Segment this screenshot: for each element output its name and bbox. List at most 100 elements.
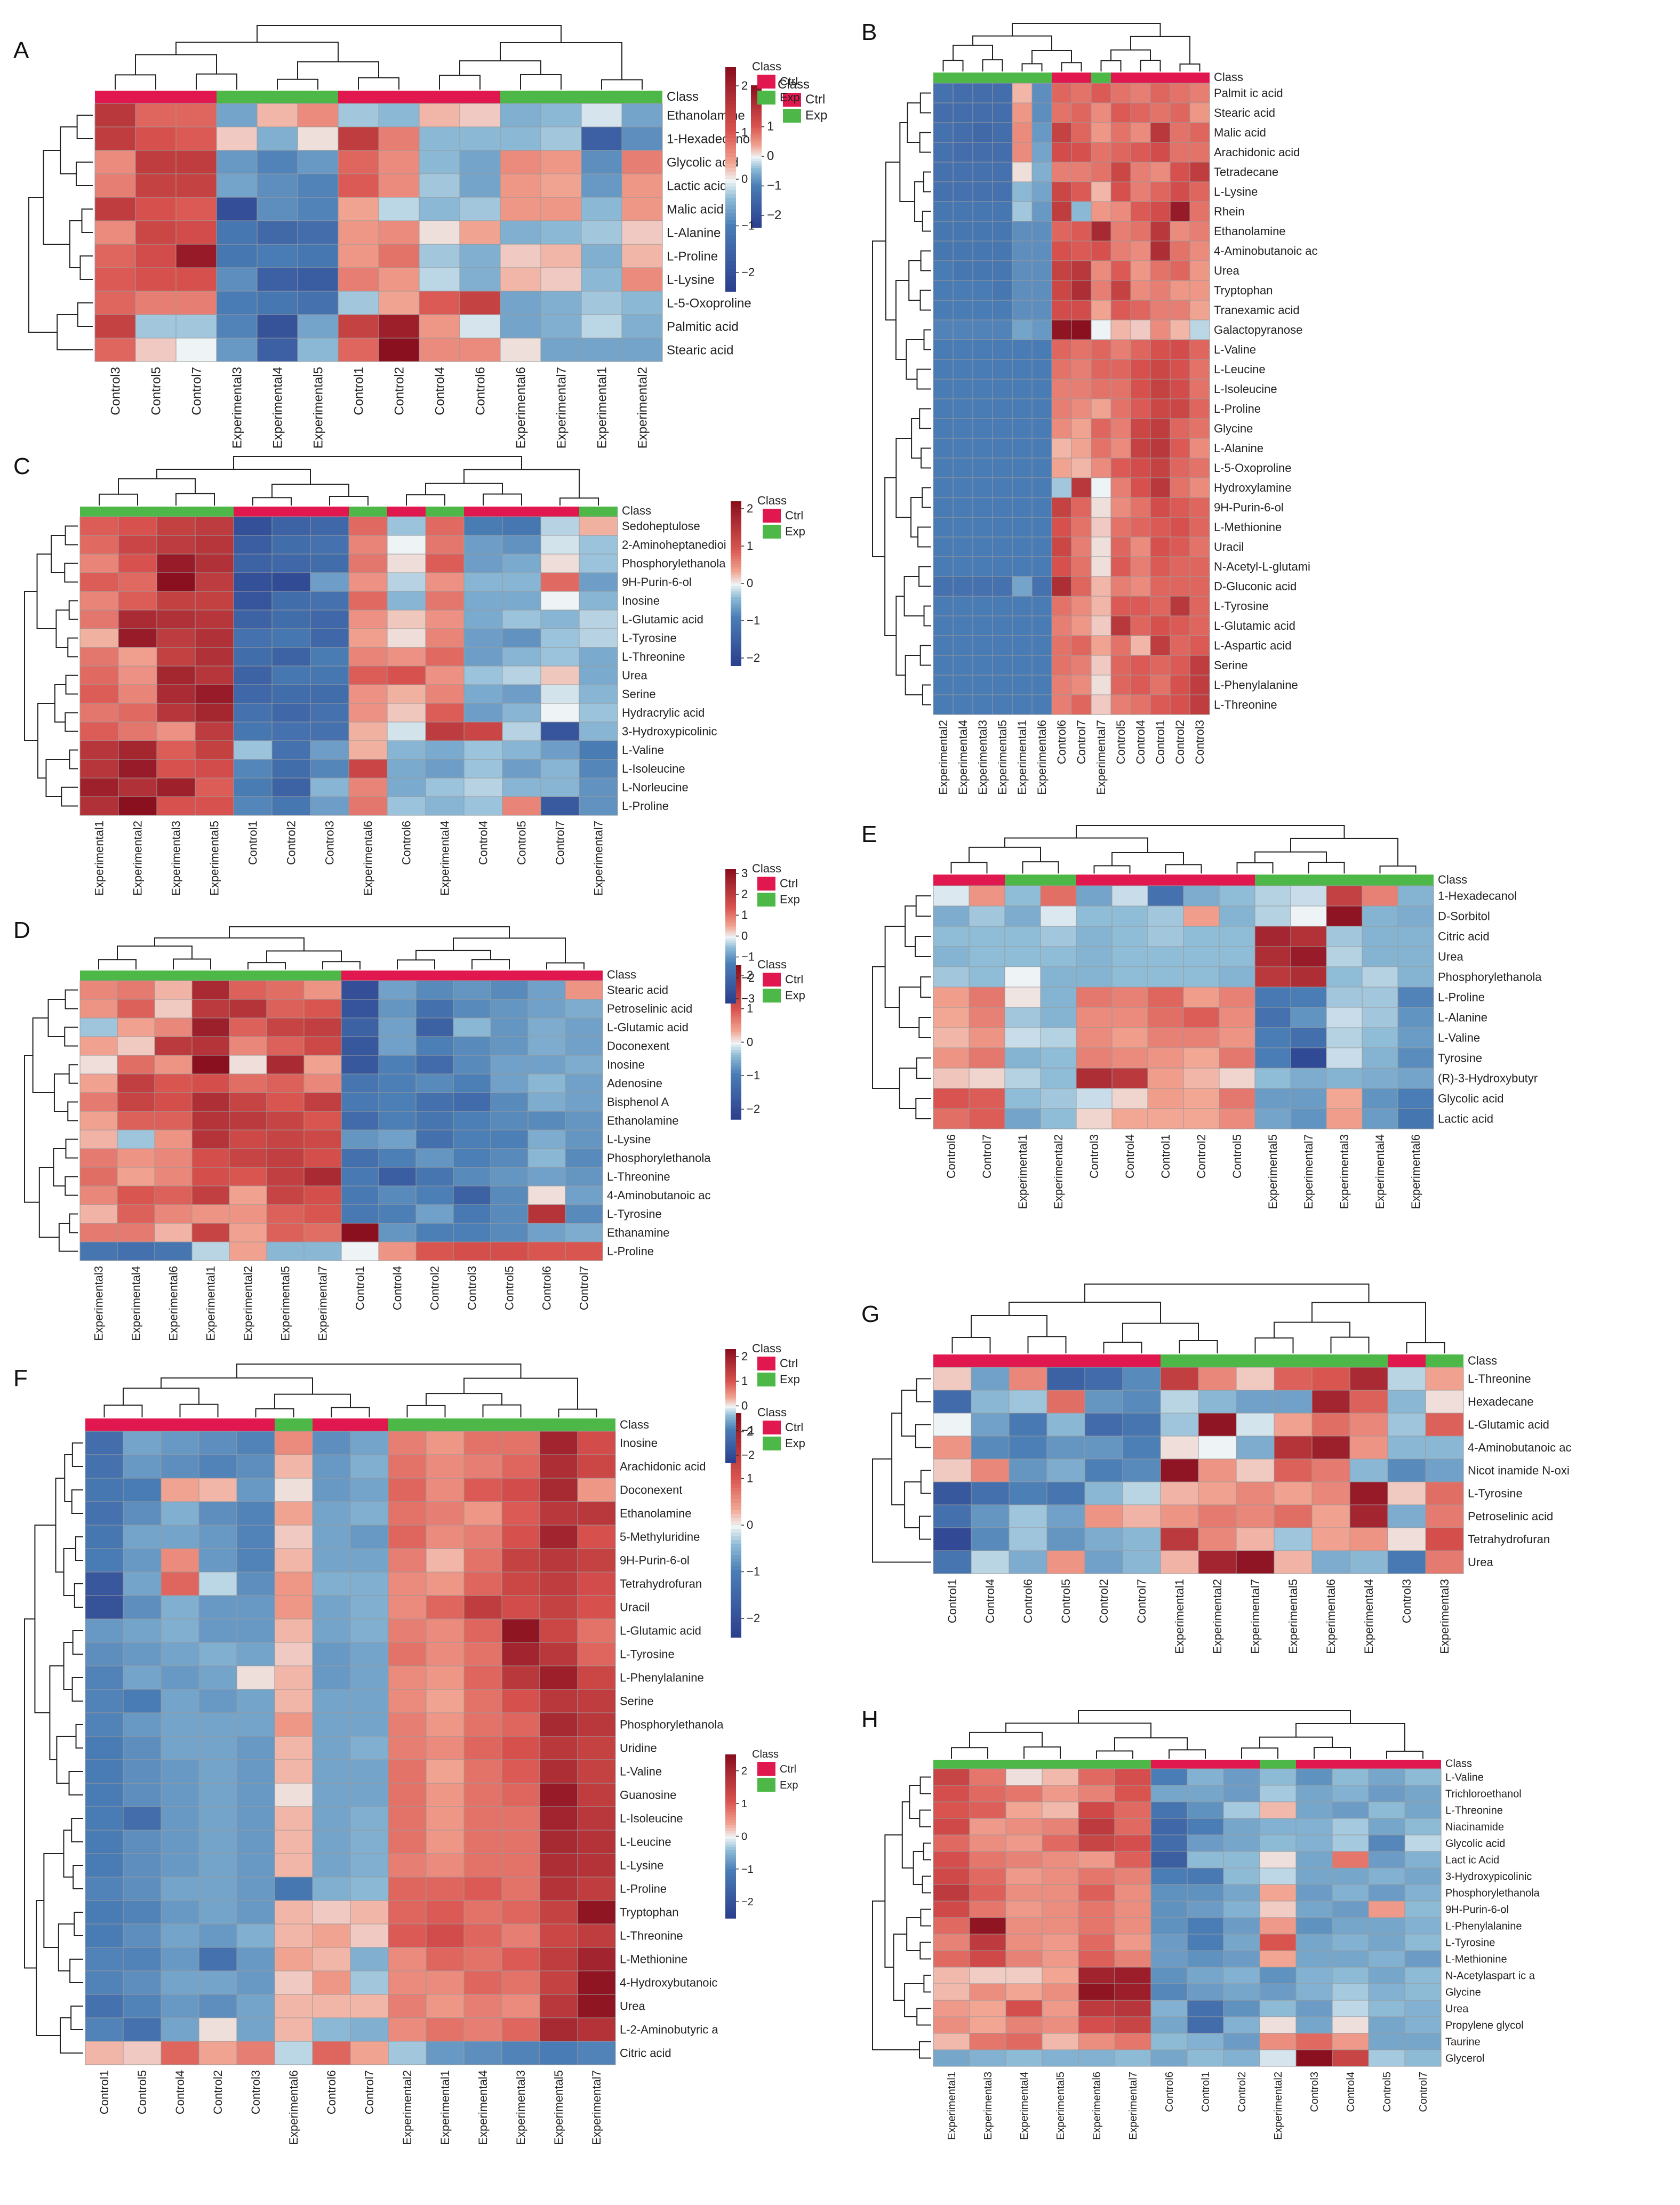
heatmap-cell <box>1332 1801 1369 1819</box>
class-bar-cell <box>229 971 267 981</box>
dendrogram-branch <box>1122 1322 1199 1343</box>
heatmap-cell <box>1046 1527 1085 1551</box>
heatmap-cell <box>229 1092 267 1112</box>
column-label: Experimental2 <box>401 2070 414 2145</box>
heatmap-cell <box>123 1783 162 1807</box>
dendrogram-branch <box>969 846 1041 863</box>
heatmap-cell <box>85 1571 124 1596</box>
dendrogram-branch <box>1021 63 1043 71</box>
color-scale-segment <box>725 936 736 939</box>
dendrogram-branch <box>601 79 643 90</box>
heatmap-cell <box>1012 556 1033 577</box>
color-scale-segment <box>725 1434 736 1437</box>
column-label: Control7 <box>189 367 204 415</box>
row-label: Phosphorylethanola <box>607 1151 711 1165</box>
heatmap-cell <box>274 1478 313 1502</box>
heatmap-cell <box>1170 201 1190 222</box>
heatmap-cell <box>527 999 566 1019</box>
color-scale-segment <box>751 178 762 181</box>
heatmap-cell <box>501 1830 540 1854</box>
heatmap-cell <box>1040 966 1077 988</box>
color-scale-segment <box>731 646 741 650</box>
heatmap-cell <box>992 497 1013 518</box>
heatmap-cell <box>500 314 541 339</box>
heatmap-cell <box>378 220 420 245</box>
color-scale-segment <box>731 1016 741 1020</box>
heatmap-cell <box>500 267 541 292</box>
color-scale-segment <box>731 567 741 571</box>
heatmap-cell <box>539 1431 578 1455</box>
heatmap-cell <box>933 142 954 163</box>
color-scale-segment <box>725 893 736 897</box>
color-scale-segment <box>725 960 736 964</box>
heatmap-cell <box>350 1970 389 1995</box>
heatmap-cell <box>175 291 217 315</box>
row-label: Glycolic acid <box>1445 1838 1505 1850</box>
color-scale-segment <box>725 873 736 877</box>
heatmap-cell <box>378 1204 417 1224</box>
column-label: Control7 <box>578 1266 591 1310</box>
heatmap-cell <box>271 759 311 779</box>
column-label: Control3 <box>1400 1579 1413 1623</box>
heatmap-cell <box>1110 675 1131 695</box>
heatmap-cell <box>1150 2016 1188 2034</box>
heatmap-cell <box>1160 1390 1199 1414</box>
heatmap-cell <box>1189 359 1210 380</box>
color-scale-segment <box>731 556 741 559</box>
column-label: Experimental3 <box>982 2072 994 2140</box>
heatmap-cell <box>274 1970 313 1995</box>
heatmap-cell <box>350 1900 389 1925</box>
column-label: Experimental4 <box>130 1266 143 1341</box>
heatmap-cell <box>500 126 541 151</box>
column-label: Experimental5 <box>1266 1134 1279 1209</box>
color-scale-segment <box>731 1101 741 1104</box>
heatmap-cell <box>1012 379 1033 399</box>
heatmap-cell <box>118 759 157 779</box>
heatmap-cell <box>1111 885 1148 907</box>
heatmap-cell <box>338 244 379 268</box>
heatmap-cell <box>1110 418 1131 439</box>
column-label: Control2 <box>1236 2072 1248 2112</box>
dendrogram-branch <box>1114 1737 1188 1751</box>
heatmap-cell <box>1147 966 1184 988</box>
ctrl-swatch <box>757 75 775 89</box>
row-label: Tetradecane <box>1214 165 1278 179</box>
column-label: Control4 <box>983 1579 997 1623</box>
heatmap-cell <box>1160 1367 1199 1391</box>
heatmap-cell <box>1031 359 1052 380</box>
heatmap-cell <box>540 244 582 268</box>
heatmap-cell <box>229 1055 267 1075</box>
heatmap-cell <box>1326 987 1363 1008</box>
heatmap-cell <box>312 1571 351 1596</box>
heatmap-cell <box>79 591 119 611</box>
heatmap-cell <box>297 103 339 127</box>
heatmap-cell <box>453 1055 491 1075</box>
heatmap-cell <box>490 1167 529 1186</box>
heatmap-cell <box>303 980 342 1000</box>
heatmap-cell <box>1397 1068 1434 1089</box>
heatmap-cell <box>1071 260 1092 281</box>
row-label: L-Lysine <box>607 1133 651 1146</box>
column-label: Control1 <box>1200 2072 1212 2112</box>
heatmap-cell <box>565 1055 603 1075</box>
row-label: 3-Hydroxypicolinic <box>622 725 717 738</box>
heatmap-cell <box>274 1642 313 1666</box>
row-label: L-Leucine <box>1214 363 1266 376</box>
dendrogram-branch <box>459 60 541 76</box>
heatmap-cell <box>236 1501 275 1526</box>
color-scale-segment <box>725 927 736 930</box>
heatmap-cell <box>135 197 177 221</box>
heatmap-cell <box>972 83 993 103</box>
heatmap-cell <box>312 1783 351 1807</box>
heatmap-cell <box>198 1595 237 1619</box>
color-scale-segment <box>731 1506 741 1511</box>
heatmap-cell <box>1290 987 1327 1008</box>
heatmap-cell <box>501 1853 540 1878</box>
heatmap-cell <box>1005 1884 1043 1902</box>
heatmap-cell <box>539 1501 578 1526</box>
heatmap-cell <box>123 2041 162 2065</box>
heatmap-cell <box>1012 240 1033 261</box>
heatmap-cell <box>229 1036 267 1056</box>
heatmap-cell <box>933 438 954 459</box>
dendrogram-branch <box>24 1055 39 1203</box>
